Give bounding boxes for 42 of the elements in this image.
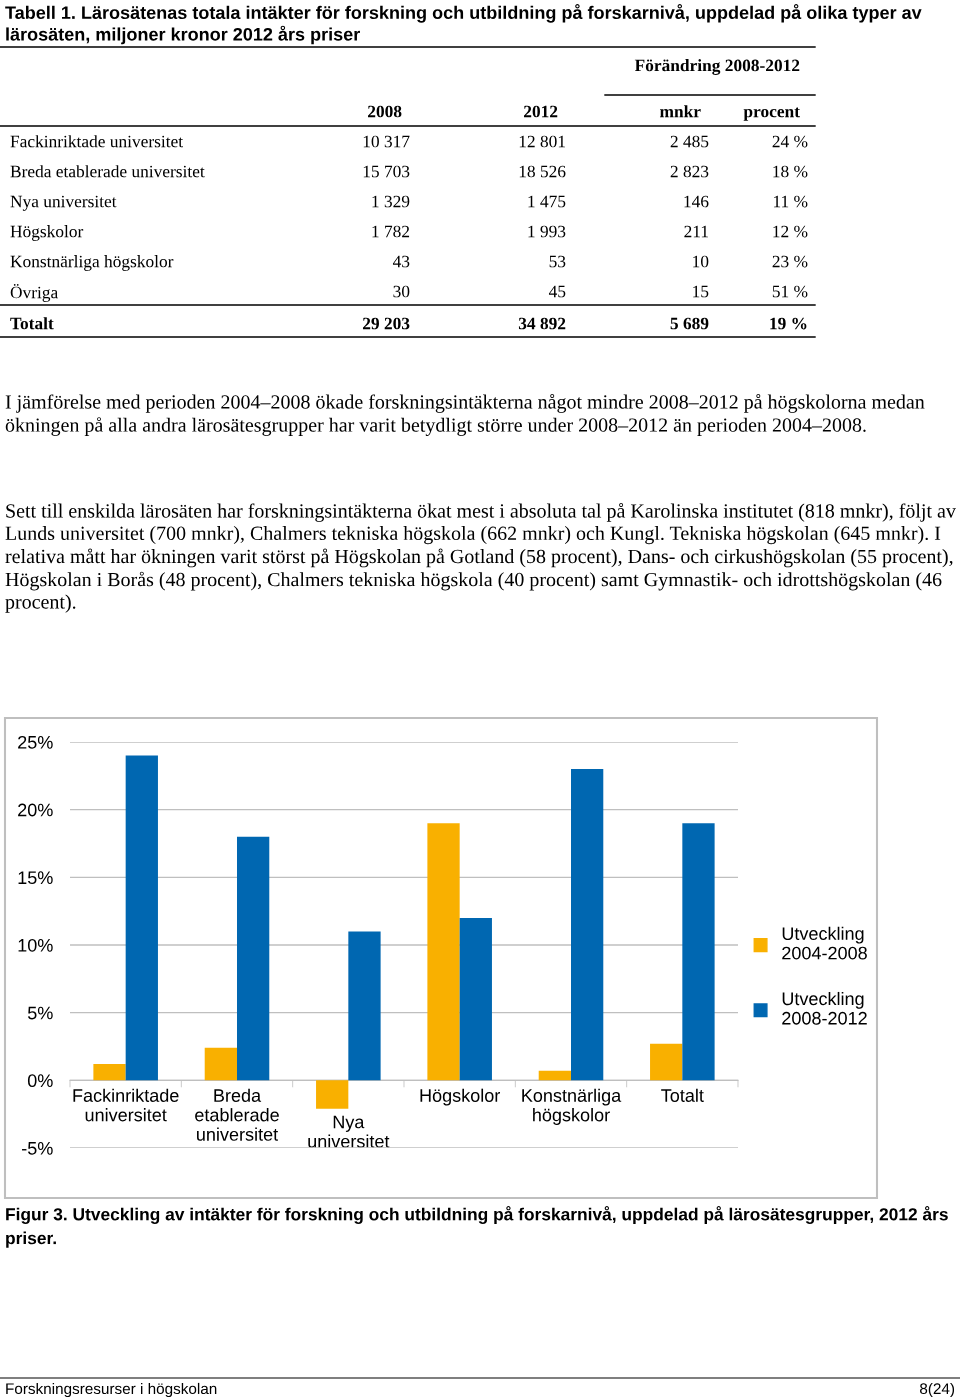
text: 2008 2012 mnkr procent — [368, 105, 800, 121]
legend-label: Utveckling 2008-2012 — [782, 991, 867, 1025]
text: Breda etablerade universitet 15 703 18 526 2 823 18 % — [10, 165, 808, 178]
bar — [348, 931, 381, 1081]
x-tick-label: Nya universitet — [308, 1115, 390, 1148]
bar — [682, 823, 715, 1081]
y-tick-label: 25% — [18, 735, 53, 749]
bar — [427, 823, 460, 1081]
text: Sett till enskilda lärosäten har forskningsintäkterna ökat mest i absoluta tal på Karolinska institutet (818 mnkr), följt av Lunds universitet (700 mnkr), Chalmers tekniska högskola (662 mnkr) och Kungl. Tekniska högskolan (645 mnkr). I relativa mått har ökningen varit störst på Högskolan på Gotland (58 procent), Dans- och cirkushögskolan (55 procent), Högskolan i Borås (48 procent), Chalmers tekniska högskola (40 procent) samt Gymnastik- och idrottshögskolan (46 procent). — [5, 503, 956, 613]
bar — [204, 1047, 237, 1081]
bar — [237, 836, 270, 1081]
y-tick-label: 0% — [27, 1074, 53, 1088]
x-tick-label: Breda etablerade universitet — [195, 1088, 279, 1141]
y-tick-label: 15% — [18, 871, 53, 885]
bar — [93, 1064, 126, 1081]
text: Figur 3. Utveckling av intäkter för forskning och utbildning på forskarnivå, uppdelad på lärosätesgrupper, 2012 års priser. — [6, 1206, 948, 1248]
y-tick-label: 10% — [18, 938, 53, 952]
y-tick-label: 20% — [18, 803, 53, 817]
bar — [571, 769, 604, 1081]
legend-label: Utveckling 2004-2008 — [782, 926, 867, 960]
bar — [316, 1080, 349, 1109]
text: I jämförelse med perioden 2004–2008 ökade forskningsintäkterna något mindre 2008–2012 på högskolorna medan ökningen på alla andra lärosätesgrupper har varit betydligt större under 2008–2012 än perioden 2004–2008. — [5, 394, 925, 436]
y-tick-label: 5% — [27, 1006, 53, 1020]
x-tick-label: Konstnärliga högskolor — [522, 1088, 622, 1125]
bar — [650, 1043, 683, 1081]
text: Forskningsresurser i högskolan — [6, 1382, 217, 1398]
text: Övriga 30 45 15 51 % — [10, 284, 808, 302]
x-tick-label: Totalt — [661, 1088, 704, 1102]
text: Högskolor 1 782 1 993 211 12 % — [10, 225, 808, 241]
x-tick-label: Fackinriktade universitet — [73, 1088, 179, 1122]
bar — [125, 755, 158, 1081]
y-tick-label: -5% — [22, 1142, 53, 1155]
text: Tabell 1. Lärosätenas totala intäkter för forskning och utbildning på forskarnivå, uppdelad på olika typer av lärosäten, miljoner kronor 2012 års priser — [5, 4, 922, 45]
text: Totalt 29 203 34 892 5 689 19 % — [10, 317, 807, 330]
text: 8(24) — [920, 1382, 955, 1398]
text: Förändring 2008-2012 — [634, 59, 800, 75]
x-tick-label: Högskolor — [420, 1088, 501, 1106]
text: Nya universitet 1 329 1 475 146 11 % — [10, 195, 808, 211]
text: Konstnärliga högskolor 43 53 10 23 % — [10, 255, 808, 271]
bar — [538, 1070, 571, 1081]
bar — [459, 917, 492, 1081]
text: Fackinriktade universitet 10 317 12 801 2 485 24 % — [10, 135, 808, 148]
